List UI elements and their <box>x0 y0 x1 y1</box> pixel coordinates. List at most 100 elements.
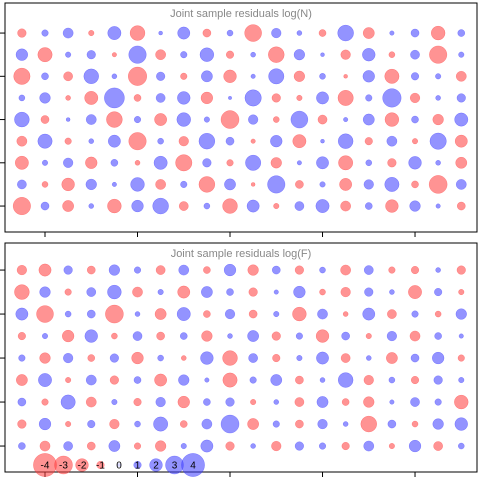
residual-bubble <box>340 264 351 276</box>
residual-bubble <box>250 138 256 144</box>
residual-bubble <box>268 46 285 63</box>
residual-bubble <box>87 354 96 362</box>
residual-bubble <box>432 113 444 126</box>
residual-bubble <box>109 418 120 430</box>
residual-bubble <box>179 420 188 428</box>
residual-bubble <box>14 111 30 128</box>
residual-bubble <box>201 70 213 83</box>
residual-bubble <box>61 177 75 192</box>
residual-bubble <box>41 29 49 37</box>
residual-bubble <box>362 70 375 83</box>
residual-bubble <box>340 200 351 212</box>
residual-bubble <box>178 201 189 211</box>
residual-bubble <box>364 287 374 297</box>
residual-bubble <box>318 29 327 37</box>
residual-bubble <box>245 154 262 171</box>
residual-bubble <box>248 287 258 297</box>
residual-bubble <box>389 289 395 295</box>
residual-bubble <box>317 418 328 430</box>
residual-bubble <box>128 132 147 151</box>
residual-bubble <box>199 47 215 62</box>
residual-bubble <box>64 137 72 145</box>
residual-bubble <box>363 396 375 408</box>
residual-bubble <box>319 288 326 296</box>
residual-bubble <box>455 179 467 190</box>
residual-bubble <box>157 289 164 296</box>
residual-bubble <box>87 419 96 429</box>
residual-bubble <box>39 286 51 298</box>
residual-bubble <box>454 394 469 410</box>
residual-bubble <box>364 202 373 210</box>
residual-bubble <box>155 396 166 408</box>
residual-bubble <box>408 439 422 453</box>
residual-bubble <box>341 398 350 406</box>
residual-bubble <box>203 116 210 123</box>
residual-bubble <box>290 110 309 129</box>
residual-bubble <box>131 199 144 213</box>
residual-bubble <box>133 397 142 407</box>
residual-bubble <box>17 28 27 38</box>
residual-bubble <box>220 414 240 434</box>
residual-bubble <box>433 441 443 451</box>
residual-bubble <box>320 52 325 57</box>
residual-bubble <box>340 49 351 60</box>
residual-bubble <box>154 373 168 387</box>
residual-bubble <box>411 115 419 124</box>
legend-bubble <box>54 455 73 475</box>
residual-bubble <box>84 329 98 343</box>
residual-bubble <box>224 178 236 191</box>
residual-bubble <box>203 398 211 406</box>
residual-bubble <box>104 87 125 109</box>
residual-bubble <box>294 265 304 275</box>
residual-bubble <box>271 93 281 103</box>
legend-label: -2 <box>78 461 87 472</box>
residual-bubble <box>343 117 349 123</box>
residual-bubble <box>132 331 143 341</box>
residual-bubble <box>133 116 142 124</box>
residual-bubble <box>365 94 373 102</box>
residual-bubble <box>250 182 256 187</box>
residual-bubble <box>342 311 349 317</box>
residual-bubble <box>315 329 330 343</box>
residual-bubble <box>272 420 280 428</box>
residual-bubble <box>319 73 326 80</box>
residual-bubble <box>244 24 262 42</box>
residual-bubble <box>16 374 28 386</box>
residual-bubble <box>247 264 259 276</box>
residual-bubble <box>273 203 280 210</box>
residual-bubble <box>432 351 445 365</box>
residual-bubble <box>130 177 145 192</box>
residual-bubble <box>202 158 212 168</box>
residual-bubble <box>134 420 141 428</box>
legend-bubble <box>96 460 105 470</box>
residual-bubble <box>340 353 351 363</box>
residual-bubble <box>318 442 327 450</box>
residual-bubble <box>316 351 329 365</box>
residual-bubble <box>292 134 307 149</box>
residual-bubble <box>17 179 27 190</box>
legend-label: -3 <box>59 461 68 472</box>
residual-bubble <box>337 24 354 42</box>
residual-bubble <box>18 94 26 102</box>
residual-bubble <box>62 27 74 39</box>
residual-bubble <box>40 115 50 124</box>
residual-bubble <box>246 199 260 213</box>
residual-bubble <box>222 372 238 388</box>
residual-bubble <box>181 355 187 361</box>
panel-frame <box>4 242 478 473</box>
residual-bubble <box>273 311 280 318</box>
residual-bubble <box>65 95 71 101</box>
residual-bubble <box>108 264 120 276</box>
residual-bubble <box>341 331 350 341</box>
residual-bubble <box>86 309 96 319</box>
residual-bubble <box>38 417 52 431</box>
residual-bubble <box>111 399 118 406</box>
chart-title: Joint sample residuals log(F) <box>171 248 312 260</box>
residual-bubble <box>16 264 27 276</box>
residual-bubble <box>62 200 75 212</box>
residual-bubble <box>337 133 354 149</box>
residual-bubble <box>226 288 234 296</box>
residual-bubble <box>175 154 193 172</box>
residual-bubble <box>131 351 144 365</box>
residual-bubble <box>177 285 191 299</box>
